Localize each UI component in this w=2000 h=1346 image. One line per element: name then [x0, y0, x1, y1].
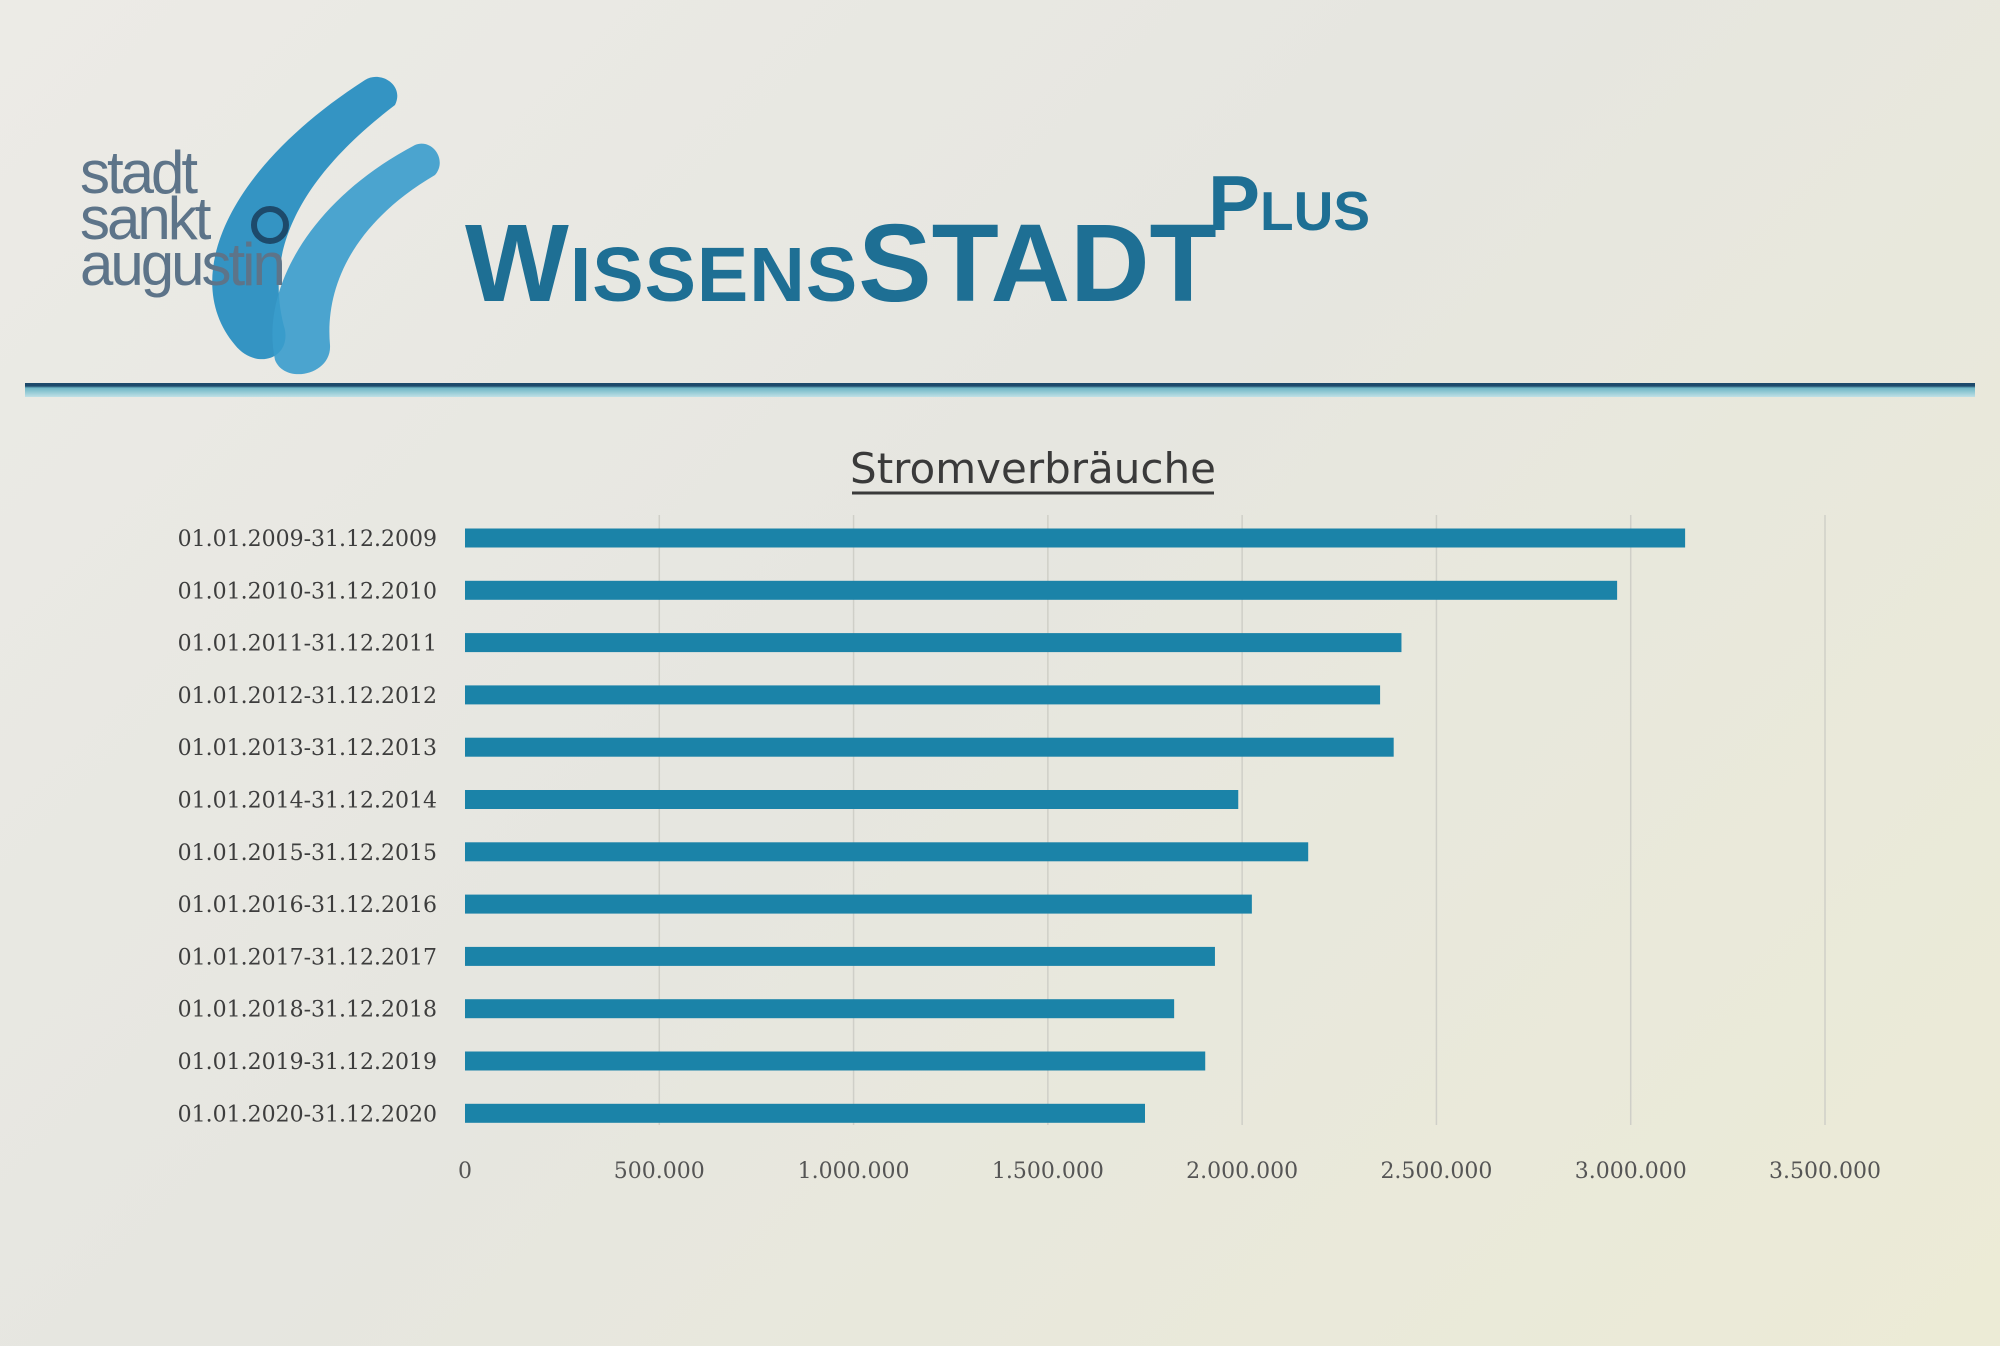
x-tick-label: 2.000.000	[1186, 1159, 1298, 1184]
logo-line-3: augustin	[80, 231, 286, 298]
bar	[465, 999, 1175, 1019]
brand-stadt: STADT	[858, 202, 1217, 325]
bar	[465, 528, 1686, 548]
logo-line-1: stadt	[80, 139, 198, 206]
x-tick-label: 3.000.000	[1575, 1159, 1687, 1184]
logo-line-2: sankt	[80, 185, 211, 252]
category-label: 01.01.2017-31.12.2017	[178, 945, 437, 970]
x-tick-label: 2.500.000	[1380, 1159, 1492, 1184]
chart-bars	[465, 528, 1686, 1123]
chart-gridlines	[658, 515, 1826, 1125]
bar	[465, 842, 1309, 862]
category-label: 01.01.2013-31.12.2013	[178, 736, 437, 761]
bar	[465, 737, 1394, 757]
bar	[465, 894, 1252, 914]
category-label: 01.01.2010-31.12.2010	[178, 579, 437, 604]
bar	[465, 580, 1618, 600]
bar	[465, 790, 1239, 809]
chart-tick-labels: 0 500.000 1.000.000 1.500.000 2.000.000 2.500…	[458, 1159, 1881, 1184]
x-tick-label: 500.000	[614, 1159, 705, 1184]
x-tick-label: 0	[458, 1159, 472, 1184]
category-label: 01.01.2011-31.12.2011	[178, 632, 437, 657]
brand-plus: Plus	[1208, 159, 1371, 247]
bar	[465, 685, 1381, 705]
category-label: 01.01.2014-31.12.2014	[178, 789, 437, 814]
chart-category-labels: 01.01.2009-31.12.2009 01.01.2010-31.12.20…	[178, 527, 437, 1127]
category-label: 01.01.2016-31.12.2016	[178, 893, 437, 918]
header: stadt sankt augustin WissensSTADT Plus	[0, 0, 2000, 420]
bar	[465, 633, 1402, 653]
header-divider	[25, 383, 1975, 397]
category-label: 01.01.2015-31.12.2015	[178, 841, 437, 866]
brand-wissens: Wissens	[465, 202, 859, 325]
bar	[465, 946, 1215, 966]
bar	[465, 1103, 1145, 1123]
city-logo-swoosh	[212, 76, 440, 375]
city-logo-text: stadt sankt augustin	[80, 139, 340, 298]
category-label: 01.01.2020-31.12.2020	[178, 1102, 437, 1127]
x-tick-label: 1.000.000	[798, 1159, 910, 1184]
category-label: 01.01.2019-31.12.2019	[178, 1050, 437, 1075]
chart-title: Stromverbräuche	[850, 444, 1216, 493]
x-tick-label: 1.500.000	[992, 1159, 1104, 1184]
category-label: 01.01.2009-31.12.2009	[178, 527, 437, 552]
bar-chart: Stromverbräuche 01.01.2009-31.12.200901.…	[178, 444, 1881, 1184]
x-tick-label: 3.500.000	[1769, 1159, 1881, 1184]
category-label: 01.01.2012-31.12.2012	[178, 684, 437, 709]
bar	[465, 1051, 1206, 1071]
category-label: 01.01.2018-31.12.2018	[178, 998, 437, 1023]
brand-title: WissensSTADT	[465, 200, 1217, 327]
